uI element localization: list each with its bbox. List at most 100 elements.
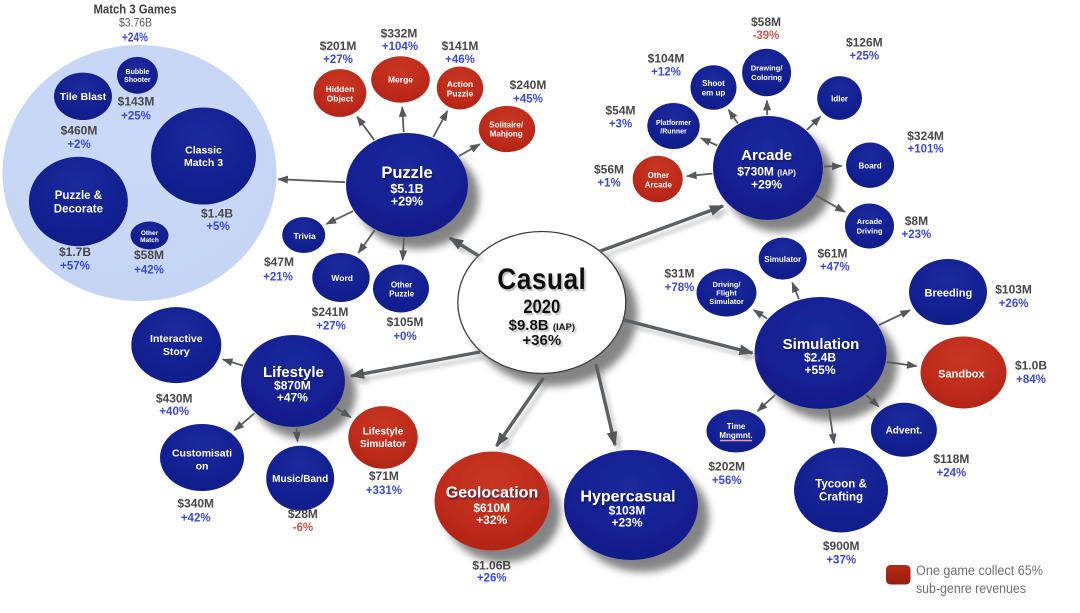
svg-text:Geolocation: Geolocation [446,485,538,502]
svg-text:$54M: $54M [605,104,635,118]
svg-text:Tycoon &: Tycoon & [815,479,867,491]
svg-text:Match 3 Games: Match 3 Games [94,2,177,16]
svg-text:+24%: +24% [122,30,148,44]
svg-text:Idler: Idler [831,94,848,103]
svg-text:Puzzle: Puzzle [381,164,432,182]
svg-text:$47M: $47M [264,255,294,269]
svg-text:Story: Story [163,346,190,358]
svg-text:+47%: +47% [277,391,308,405]
svg-text:Arcade: Arcade [645,180,673,189]
svg-text:Simulator: Simulator [360,439,406,450]
svg-text:-39%: -39% [753,30,780,42]
svg-text:Other: Other [391,280,412,289]
svg-text:+36%: +36% [522,332,561,349]
svg-text:-6%: -6% [293,522,313,534]
svg-text:Classic: Classic [185,145,222,157]
svg-text:Mngmnt.: Mngmnt. [719,431,752,440]
svg-text:$8M: $8M [905,214,928,228]
svg-text:Match: Match [140,237,159,244]
svg-text:Decorate: Decorate [54,204,103,216]
svg-text:$201M: $201M [320,39,357,53]
svg-text:Lifestyle: Lifestyle [363,427,404,438]
svg-text:$340M: $340M [177,497,214,511]
svg-text:$104M: $104M [648,52,685,66]
svg-text:+27%: +27% [316,321,346,333]
svg-text:Simulator: Simulator [764,255,801,264]
svg-text:$141M: $141M [442,39,479,53]
svg-text:+1%: +1% [597,178,620,190]
svg-text:Puzzle: Puzzle [389,289,414,298]
svg-text:$126M: $126M [846,36,883,50]
svg-text:Driving: Driving [857,227,883,236]
svg-text:Music/Band: Music/Band [272,474,328,485]
svg-text:+27%: +27% [323,54,353,66]
svg-text:Solitaire/: Solitaire/ [489,120,524,129]
svg-text:em up: em up [702,88,726,97]
svg-text:on: on [196,461,209,473]
svg-text:+45%: +45% [513,94,543,106]
svg-text:/Runner: /Runner [660,128,687,135]
svg-text:$1.4B: $1.4B [201,207,233,221]
svg-text:$71M: $71M [369,469,399,483]
svg-text:Trivia: Trivia [293,231,315,241]
svg-text:Board: Board [859,161,882,170]
svg-text:$202M: $202M [708,460,745,474]
svg-text:+24%: +24% [937,468,967,480]
svg-text:$241M: $241M [312,305,349,319]
svg-text:$460M: $460M [61,124,98,138]
svg-text:+23%: +23% [611,516,642,530]
svg-text:+5%: +5% [206,221,229,233]
svg-text:+21%: +21% [263,272,293,284]
svg-text:$1.7B: $1.7B [59,245,91,259]
svg-text:+26%: +26% [477,573,507,585]
svg-text:$61M: $61M [817,247,847,261]
svg-text:$900M: $900M [823,539,860,553]
svg-text:Match 3: Match 3 [184,157,223,169]
svg-text:+78%: +78% [665,282,695,294]
svg-text:Object: Object [327,94,354,104]
svg-text:+29%: +29% [391,194,423,208]
svg-text:$105M: $105M [387,315,424,329]
svg-text:Other: Other [648,171,669,180]
svg-text:Simulator: Simulator [709,297,744,306]
svg-text:Puzzle: Puzzle [447,89,474,99]
svg-text:sub-genre revenues: sub-genre revenues [916,581,1026,596]
svg-text:$118M: $118M [933,452,969,466]
svg-text:+42%: +42% [134,265,164,277]
svg-text:Action: Action [447,79,473,89]
svg-text:Time: Time [727,422,746,431]
svg-text:Crafting: Crafting [819,492,863,504]
svg-text:$332M: $332M [381,27,418,41]
svg-text:+47%: +47% [820,262,850,274]
svg-text:Bubble: Bubble [126,69,150,76]
svg-text:$1.06B: $1.06B [472,559,511,573]
svg-text:+37%: +37% [826,555,856,567]
svg-text:$58M: $58M [134,248,164,262]
svg-text:+3%: +3% [609,119,632,131]
svg-text:Hidden: Hidden [325,84,354,94]
svg-text:$430M: $430M [156,392,193,406]
svg-text:Shooter: Shooter [124,77,151,84]
svg-text:Advent.: Advent. [886,426,923,437]
svg-text:$58M: $58M [751,15,781,29]
svg-text:$28M: $28M [288,507,318,521]
svg-text:Casual: Casual [497,263,586,296]
svg-text:Tile Blast: Tile Blast [60,91,107,103]
svg-text:Coloring: Coloring [751,73,782,82]
svg-text:$143M: $143M [118,95,155,109]
svg-text:$240M: $240M [510,78,547,92]
svg-text:$56M: $56M [594,163,624,177]
svg-text:Arcade: Arcade [741,147,792,164]
svg-text:+25%: +25% [121,111,151,123]
svg-text:Arcade: Arcade [857,217,882,226]
svg-text:$3.76B: $3.76B [119,16,152,30]
svg-text:+56%: +56% [712,475,742,487]
svg-text:Sandbox: Sandbox [938,368,985,380]
svg-text:+12%: +12% [651,67,681,79]
svg-text:+2%: +2% [67,139,90,151]
svg-text:+29%: +29% [751,178,782,192]
svg-text:$103M: $103M [995,283,1032,297]
svg-text:Word: Word [331,273,353,283]
svg-text:$1.0B: $1.0B [1015,359,1047,373]
svg-text:Breeding: Breeding [925,287,973,299]
